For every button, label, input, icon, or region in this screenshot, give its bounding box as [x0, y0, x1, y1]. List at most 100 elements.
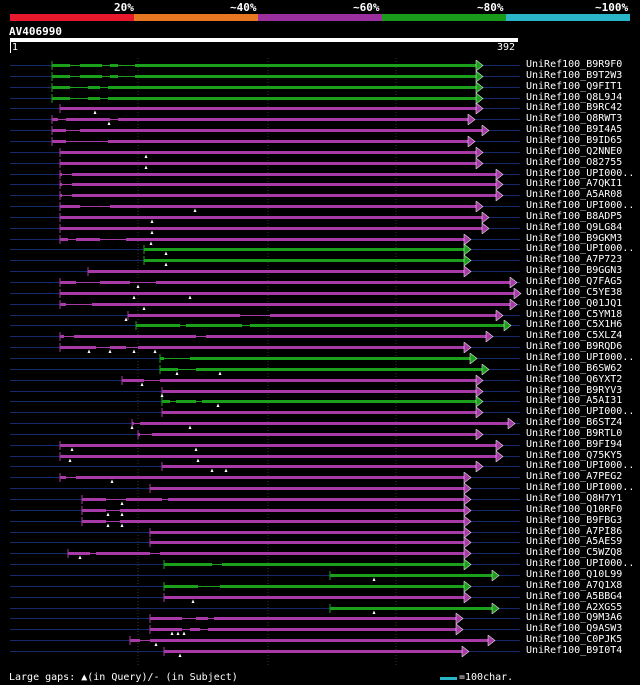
- hit-label[interactable]: UniRef100_C5XLZ4: [526, 330, 623, 341]
- hit-label[interactable]: UniRef100_Q6YXT2: [526, 374, 623, 385]
- hit-row[interactable]: UniRef100_A5AES9: [0, 536, 640, 548]
- hit-row[interactable]: UniRef100_B9R9F0: [0, 59, 640, 71]
- hit-row[interactable]: UniRef100_UPI000..: [0, 352, 640, 364]
- hit-row[interactable]: UniRef100_B9I0T4: [0, 645, 640, 657]
- hit-row[interactable]: UniRef100_Q2NNE0: [0, 146, 640, 158]
- hit-label[interactable]: UniRef100_C0PJK5: [526, 634, 623, 645]
- hit-row[interactable]: UniRef100_A5AR08: [0, 189, 640, 201]
- hit-row[interactable]: UniRef100_Q9FIT1: [0, 81, 640, 93]
- hit-label[interactable]: UniRef100_C5X1H6: [526, 319, 623, 330]
- hit-label[interactable]: UniRef100_UPI000..: [526, 460, 635, 471]
- hit-row[interactable]: UniRef100_C5WZQ8: [0, 547, 640, 559]
- hit-label[interactable]: UniRef100_UPI000..: [526, 558, 635, 569]
- hit-label[interactable]: UniRef100_B9T2W3: [526, 70, 623, 81]
- hit-row[interactable]: UniRef100_Q10L99: [0, 569, 640, 581]
- hit-label[interactable]: UniRef100_C5YE38: [526, 287, 623, 298]
- hit-label[interactable]: UniRef100_Q8H7Y1: [526, 493, 623, 504]
- hit-label[interactable]: UniRef100_Q9FIT1: [526, 81, 623, 92]
- hit-label[interactable]: UniRef100_Q10L99: [526, 569, 623, 580]
- hit-row[interactable]: UniRef100_UPI000..: [0, 243, 640, 255]
- hit-label[interactable]: UniRef100_UPI000..: [526, 243, 635, 254]
- hit-row[interactable]: UniRef100_B9RQD6: [0, 341, 640, 353]
- hit-label[interactable]: UniRef100_Q2NNE0: [526, 146, 623, 157]
- hit-row[interactable]: UniRef100_C0PJK5: [0, 634, 640, 646]
- hit-row[interactable]: UniRef100_UPI000..: [0, 460, 640, 472]
- hit-row[interactable]: UniRef100_C5XLZ4: [0, 330, 640, 342]
- hit-row[interactable]: UniRef100_B8ADP5: [0, 211, 640, 223]
- hit-label[interactable]: UniRef100_B9RC42: [526, 102, 623, 113]
- hit-label[interactable]: UniRef100_Q8L9J4: [526, 92, 623, 103]
- hit-label[interactable]: UniRef100_A5BBG4: [526, 591, 623, 602]
- hit-label[interactable]: UniRef100_UPI000..: [526, 200, 635, 211]
- hit-row[interactable]: UniRef100_B9ID65: [0, 135, 640, 147]
- hit-label[interactable]: UniRef100_A2XGS5: [526, 602, 623, 613]
- hit-row[interactable]: UniRef100_A5AI31: [0, 395, 640, 407]
- hit-label[interactable]: UniRef100_A5AES9: [526, 536, 623, 547]
- hit-row[interactable]: UniRef100_B9FI94: [0, 439, 640, 451]
- hit-row[interactable]: UniRef100_B9I4A5: [0, 124, 640, 136]
- hit-row[interactable]: UniRef100_B6SW62: [0, 363, 640, 375]
- hit-label[interactable]: UniRef100_B6SW62: [526, 363, 623, 374]
- hit-row[interactable]: UniRef100_UPI000..: [0, 200, 640, 212]
- hit-label[interactable]: UniRef100_Q01JQ1: [526, 298, 623, 309]
- hit-label[interactable]: UniRef100_B9RQD6: [526, 341, 623, 352]
- hit-label[interactable]: UniRef100_B9ID65: [526, 135, 623, 146]
- hit-row[interactable]: UniRef100_UPI000..: [0, 406, 640, 418]
- hit-label[interactable]: UniRef100_Q75KY5: [526, 450, 623, 461]
- hit-label[interactable]: UniRef100_A7P723: [526, 254, 623, 265]
- hit-label[interactable]: UniRef100_B9R9F0: [526, 59, 623, 70]
- hit-label[interactable]: UniRef100_UPI000..: [526, 168, 635, 179]
- hit-row[interactable]: UniRef100_A7P723: [0, 254, 640, 266]
- hit-row[interactable]: UniRef100_C5X1H6: [0, 319, 640, 331]
- hit-row[interactable]: UniRef100_B9GGN3: [0, 265, 640, 277]
- hit-label[interactable]: UniRef100_B9GKM3: [526, 233, 623, 244]
- hit-label[interactable]: UniRef100_B9I0T4: [526, 645, 623, 656]
- hit-label[interactable]: UniRef100_Q8RWT3: [526, 113, 623, 124]
- hit-label[interactable]: UniRef100_A7PEG2: [526, 471, 623, 482]
- hit-label[interactable]: UniRef100_C5WZQ8: [526, 547, 623, 558]
- hit-row[interactable]: UniRef100_A7Q1X8: [0, 580, 640, 592]
- hit-row[interactable]: UniRef100_Q8H7Y1: [0, 493, 640, 505]
- hit-row[interactable]: UniRef100_A2XGS5: [0, 602, 640, 614]
- hit-row[interactable]: UniRef100_O82755: [0, 157, 640, 169]
- hit-row[interactable]: UniRef100_B9RTL0: [0, 428, 640, 440]
- hit-row[interactable]: UniRef100_UPI000..: [0, 482, 640, 494]
- hit-row[interactable]: UniRef100_B9RC42: [0, 102, 640, 114]
- hit-row[interactable]: UniRef100_B6STZ4: [0, 417, 640, 429]
- hit-label[interactable]: UniRef100_B9RYV3: [526, 385, 623, 396]
- hit-label[interactable]: UniRef100_B9I4A5: [526, 124, 623, 135]
- hit-label[interactable]: UniRef100_A7PI86: [526, 526, 623, 537]
- hit-row[interactable]: UniRef100_UPI000..: [0, 168, 640, 180]
- hit-row[interactable]: UniRef100_Q9LG84: [0, 222, 640, 234]
- hit-row[interactable]: UniRef100_Q01JQ1: [0, 298, 640, 310]
- hit-row[interactable]: UniRef100_A7PEG2: [0, 471, 640, 483]
- hit-row[interactable]: UniRef100_A5BBG4: [0, 591, 640, 603]
- hit-row[interactable]: UniRef100_Q7FAG5: [0, 276, 640, 288]
- hit-label[interactable]: UniRef100_Q9LG84: [526, 222, 623, 233]
- hit-row[interactable]: UniRef100_Q10RF0: [0, 504, 640, 516]
- hit-row[interactable]: UniRef100_Q75KY5: [0, 450, 640, 462]
- hit-row[interactable]: UniRef100_Q6YXT2: [0, 374, 640, 386]
- hit-row[interactable]: UniRef100_C5YE38: [0, 287, 640, 299]
- hit-label[interactable]: UniRef100_O82755: [526, 157, 623, 168]
- hit-label[interactable]: UniRef100_Q9ASW3: [526, 623, 623, 634]
- hit-label[interactable]: UniRef100_A7QKI1: [526, 178, 623, 189]
- hit-label[interactable]: UniRef100_B9RTL0: [526, 428, 623, 439]
- hit-row[interactable]: UniRef100_B9FBG3: [0, 515, 640, 527]
- hit-label[interactable]: UniRef100_A7Q1X8: [526, 580, 623, 591]
- hit-label[interactable]: UniRef100_C5YM18: [526, 309, 623, 320]
- hit-row[interactable]: UniRef100_B9RYV3: [0, 385, 640, 397]
- hit-label[interactable]: UniRef100_UPI000..: [526, 406, 635, 417]
- hit-row[interactable]: UniRef100_UPI000..: [0, 558, 640, 570]
- hit-row[interactable]: UniRef100_A7PI86: [0, 526, 640, 538]
- hit-label[interactable]: UniRef100_UPI000..: [526, 352, 635, 363]
- hit-label[interactable]: UniRef100_A5AI31: [526, 395, 623, 406]
- hit-label[interactable]: UniRef100_B9FI94: [526, 439, 623, 450]
- hit-label[interactable]: UniRef100_Q10RF0: [526, 504, 623, 515]
- hit-row[interactable]: UniRef100_B9GKM3: [0, 233, 640, 245]
- hit-label[interactable]: UniRef100_UPI000..: [526, 482, 635, 493]
- hit-label[interactable]: UniRef100_B9FBG3: [526, 515, 623, 526]
- hit-row[interactable]: UniRef100_Q8RWT3: [0, 113, 640, 125]
- hit-row[interactable]: UniRef100_Q9ASW3: [0, 623, 640, 635]
- hit-row[interactable]: UniRef100_C5YM18: [0, 309, 640, 321]
